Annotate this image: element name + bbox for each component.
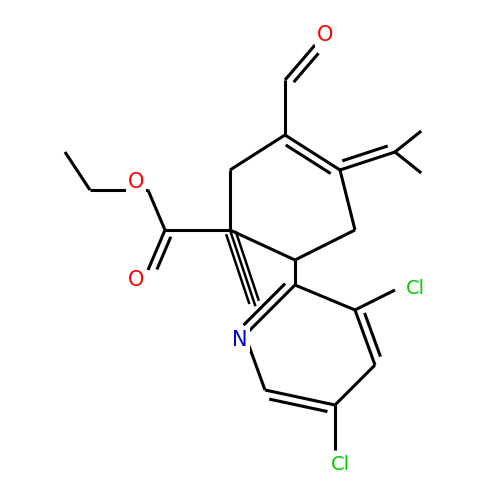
Text: Cl: Cl <box>330 456 349 474</box>
Text: O: O <box>128 270 144 290</box>
Text: Cl: Cl <box>406 278 424 297</box>
Text: O: O <box>317 25 333 45</box>
Text: O: O <box>128 172 144 192</box>
Text: N: N <box>232 330 248 350</box>
